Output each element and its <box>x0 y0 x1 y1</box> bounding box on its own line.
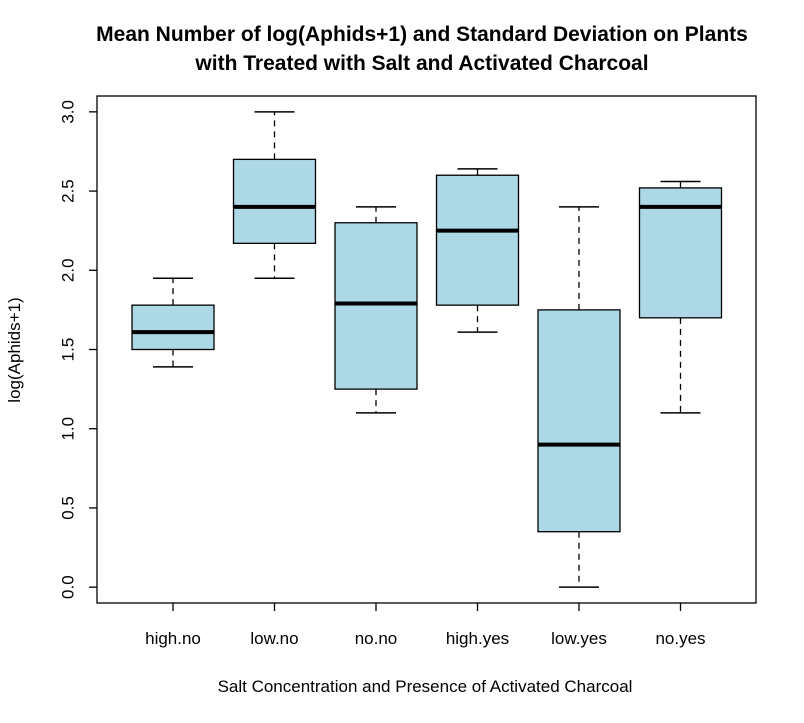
chart-title-line-2: with Treated with Salt and Activated Cha… <box>194 52 648 75</box>
y-axis-label: log(Aphids+1) <box>5 297 24 402</box>
y-tick-label: 0.0 <box>59 575 78 599</box>
box-high-yes <box>435 174 520 306</box>
y-tick-label: 1.0 <box>59 417 78 441</box>
box-no-no <box>334 222 418 390</box>
box-high-no <box>131 304 215 351</box>
x-axis-label: Salt Concentration and Presence of Activ… <box>218 677 633 696</box>
y-tick-label: 0.5 <box>59 496 78 520</box>
y-tick-label: 1.5 <box>59 338 78 362</box>
x-tick-label: no.no <box>355 629 398 648</box>
box-no-yes <box>638 187 723 319</box>
box-low-yes <box>537 309 621 533</box>
x-tick-label: high.yes <box>446 629 509 648</box>
plot-layer: 0.0 0.5 1.0 1.5 2.0 2.5 3.0 high.no low.no no.no h… <box>59 95 757 648</box>
y-tick-label: 3.0 <box>59 100 78 124</box>
x-tick-label: low.yes <box>551 629 607 648</box>
x-tick-label: low.no <box>250 629 298 648</box>
x-tick-label: no.yes <box>655 629 705 648</box>
y-tick-label: 2.5 <box>59 179 78 203</box>
box-low-no <box>232 158 317 244</box>
y-tick-label: 2.0 <box>59 258 78 282</box>
x-tick-label: high.no <box>145 629 201 648</box>
chart-title-line-1: Mean Number of log(Aphids+1) and Standar… <box>96 23 748 46</box>
